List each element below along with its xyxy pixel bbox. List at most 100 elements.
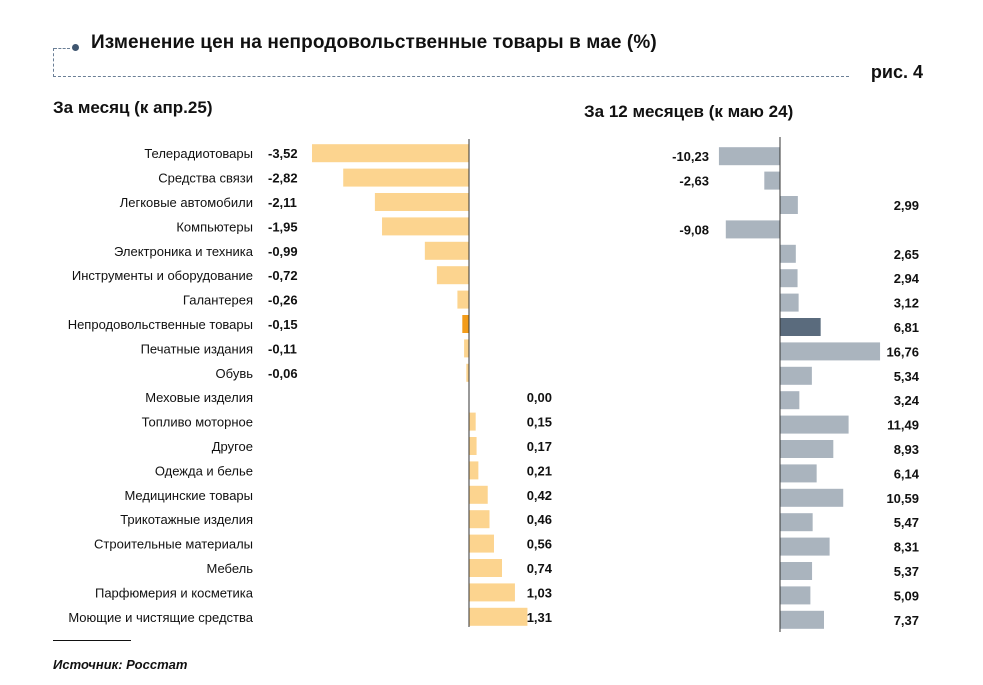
right-value-label: 5,34 <box>894 369 920 384</box>
left-value-label: 1,31 <box>527 610 552 625</box>
right-bar <box>780 342 881 361</box>
left-value-label: -1,95 <box>268 219 298 234</box>
right-bar <box>780 537 830 556</box>
right-bar <box>780 318 821 336</box>
right-value-label: 3,12 <box>894 296 919 311</box>
left-category-label: Компьютеры <box>176 219 253 234</box>
right-bar <box>780 269 798 288</box>
source-divider <box>53 640 131 641</box>
left-bar <box>469 461 479 480</box>
left-value-label: 0,74 <box>527 561 553 576</box>
right-value-label: 11,49 <box>887 418 919 433</box>
right-value-label: -2,63 <box>679 174 709 189</box>
left-category-label: Легковые автомобили <box>120 195 253 210</box>
left-bar <box>469 559 503 577</box>
left-value-label: 0,00 <box>527 390 552 405</box>
left-value-label: -0,06 <box>268 366 298 381</box>
right-value-label: 2,99 <box>894 198 919 213</box>
left-category-label: Медицинские товары <box>124 488 253 503</box>
left-value-label: -0,99 <box>268 244 298 259</box>
left-value-label: 0,56 <box>527 537 552 552</box>
left-value-label: -2,11 <box>268 195 297 210</box>
left-value-label: -0,72 <box>268 268 298 283</box>
right-value-label: 5,47 <box>894 515 919 530</box>
left-value-label: 0,15 <box>527 415 552 430</box>
right-value-label: 16,76 <box>886 344 919 359</box>
right-bar <box>764 171 780 190</box>
right-bar <box>780 513 813 532</box>
left-bar <box>312 144 469 163</box>
right-value-label: 5,09 <box>894 588 919 603</box>
right-bar <box>780 440 834 458</box>
left-value-label: -2,82 <box>268 171 298 186</box>
left-value-label: 0,42 <box>527 488 552 503</box>
left-category-label: Моющие и чистящие средства <box>68 610 253 625</box>
left-category-label: Одежда и белье <box>155 463 253 478</box>
title-frame <box>53 48 849 77</box>
left-bar <box>343 168 469 187</box>
right-bar <box>780 293 799 312</box>
right-value-label: 6,81 <box>894 320 919 335</box>
left-bar <box>469 485 488 504</box>
right-bar <box>780 610 824 629</box>
left-value-label: -0,11 <box>268 341 297 356</box>
left-category-label: Топливо моторное <box>142 415 253 430</box>
title-bullet-icon <box>72 44 79 51</box>
right-bar <box>780 586 811 605</box>
left-category-label: Меховые изделия <box>145 390 253 405</box>
left-value-label: 0,17 <box>527 439 552 454</box>
right-bar <box>780 366 812 385</box>
right-bar <box>780 562 813 580</box>
figure-label: рис. 4 <box>870 62 923 82</box>
left-bar <box>436 266 469 285</box>
left-bar <box>469 534 494 553</box>
chart-title: Изменение цен на непродовольственные тов… <box>91 32 657 53</box>
left-value-label: 1,03 <box>527 585 552 600</box>
right-bar <box>780 391 800 410</box>
right-bar <box>780 415 849 434</box>
right-panel-title: За 12 месяцев (к маю 24) <box>584 102 794 121</box>
left-value-label: -0,15 <box>268 317 298 332</box>
right-value-label: 5,37 <box>894 564 919 579</box>
left-panel-title: За месяц (к апр.25) <box>53 98 213 117</box>
left-value-label: -3,52 <box>268 146 298 161</box>
left-value-label: -0,26 <box>268 293 298 308</box>
left-category-label: Инструменты и оборудование <box>72 268 253 283</box>
right-value-label: 8,93 <box>894 442 919 457</box>
left-bar <box>462 315 469 333</box>
left-bar <box>469 437 477 455</box>
right-value-label: 10,59 <box>886 491 919 506</box>
right-bar <box>718 147 780 166</box>
right-bar <box>780 244 796 263</box>
left-bar <box>466 363 469 382</box>
left-bar <box>464 339 469 358</box>
left-bar <box>469 583 515 602</box>
right-value-label: 2,94 <box>894 271 920 286</box>
left-bar <box>424 241 469 260</box>
right-bar <box>780 196 798 214</box>
left-category-label: Средства связи <box>158 171 253 186</box>
left-bar <box>374 193 469 211</box>
right-value-label: 6,14 <box>894 466 920 481</box>
left-bar <box>457 290 469 309</box>
left-category-label: Обувь <box>216 366 254 381</box>
left-category-label: Парфюмерия и косметика <box>95 585 254 600</box>
right-value-label: -9,08 <box>679 222 709 237</box>
left-category-label: Другое <box>212 439 253 454</box>
right-bar <box>725 220 780 239</box>
left-category-label: Строительные материалы <box>94 537 253 552</box>
left-category-label: Мебель <box>206 561 253 576</box>
left-category-label: Электроника и техника <box>114 244 254 259</box>
right-bar <box>780 464 817 483</box>
left-bar <box>469 412 476 431</box>
left-value-label: 0,46 <box>527 512 552 527</box>
left-category-label: Непродовольственные товары <box>68 317 253 332</box>
left-category-label: Трикотажные изделия <box>120 512 253 527</box>
right-value-label: 2,65 <box>894 247 919 262</box>
left-bar <box>469 607 528 626</box>
right-value-label: -10,23 <box>672 149 709 164</box>
right-value-label: 8,31 <box>894 540 919 555</box>
right-value-label: 3,24 <box>894 393 920 408</box>
left-bar <box>469 510 490 529</box>
